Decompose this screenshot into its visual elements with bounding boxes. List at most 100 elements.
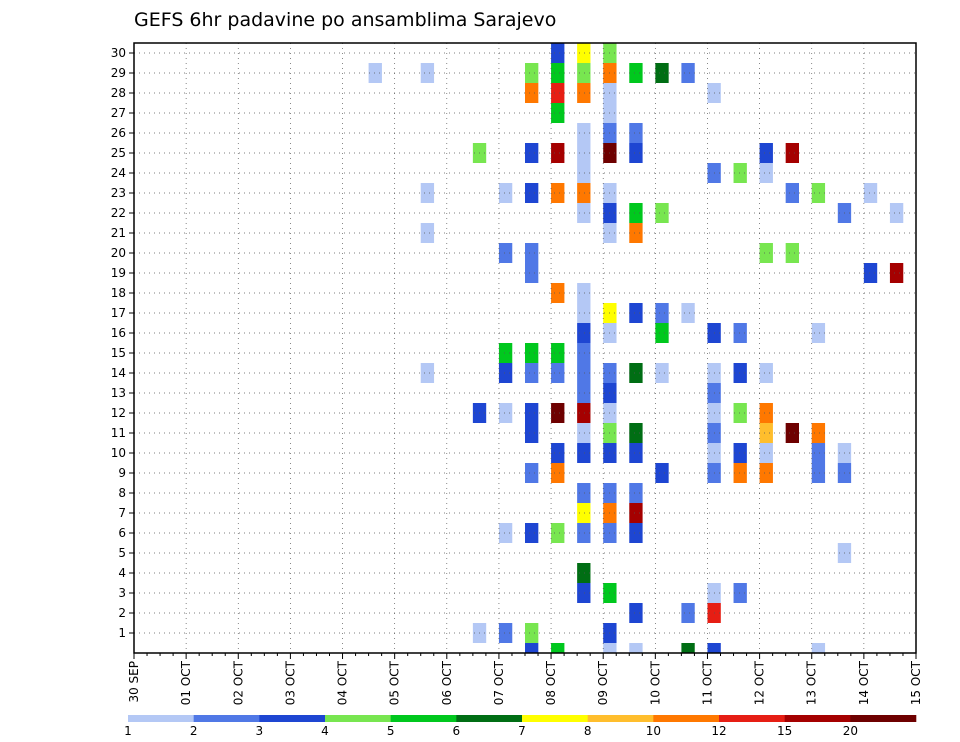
x-tick-label: 13 OCT <box>805 660 819 705</box>
colorbar-swatch <box>128 715 194 722</box>
heatmap-cell <box>629 443 643 463</box>
heatmap-cell <box>759 243 773 263</box>
heatmap-cell <box>759 163 773 183</box>
colorbar-label: 12 <box>711 724 726 738</box>
heatmap-cell <box>525 423 539 443</box>
y-tick-label: 30 <box>111 46 126 60</box>
heatmap-cell <box>551 103 565 123</box>
y-tick-label: 27 <box>111 106 126 120</box>
y-tick-label: 4 <box>118 566 126 580</box>
heatmap-cell <box>733 403 747 423</box>
x-tick-label: 12 OCT <box>753 660 767 705</box>
colorbar-label: 4 <box>321 724 329 738</box>
heatmap-cell <box>368 63 382 83</box>
heatmap-cell <box>551 643 565 653</box>
heatmap-cell <box>498 403 513 423</box>
heatmap-cell <box>577 383 591 403</box>
x-tick-label: 14 OCT <box>857 660 871 705</box>
x-tick-label: 30 SEP <box>127 661 141 703</box>
heatmap-cell <box>577 303 591 323</box>
y-tick-label: 9 <box>118 466 126 480</box>
y-tick-label: 24 <box>111 166 126 180</box>
heatmap-cell <box>733 363 747 383</box>
heatmap-cell <box>525 523 539 543</box>
heatmap-cell <box>525 643 539 653</box>
x-tick-label: 10 OCT <box>648 660 662 705</box>
heatmap-cell <box>629 483 643 503</box>
heatmap-cell <box>577 203 591 223</box>
colorbar-swatch <box>259 715 326 722</box>
heatmap-cell <box>655 323 669 343</box>
y-tick-label: 5 <box>118 546 126 560</box>
y-tick-label: 8 <box>118 486 126 500</box>
heatmap-cell <box>759 363 773 383</box>
x-tick-label: 09 OCT <box>596 660 610 705</box>
x-tick-label: 01 OCT <box>179 660 193 705</box>
y-tick-label: 10 <box>111 446 126 460</box>
heatmap-cell <box>681 603 695 623</box>
heatmap-cell <box>551 63 565 83</box>
colorbar-label: 15 <box>777 724 792 738</box>
heatmap-cell <box>577 403 591 423</box>
heatmap-cell <box>629 143 643 163</box>
heatmap-cell <box>629 643 643 653</box>
heatmap-cell <box>759 423 773 443</box>
chart-title: GEFS 6hr padavine po ansamblima Sarajevo <box>134 9 556 31</box>
heatmap-cell <box>863 183 878 203</box>
heatmap-cell <box>525 243 539 263</box>
heatmap-cell <box>577 443 591 463</box>
heatmap-cell <box>733 583 747 603</box>
heatmap-cell <box>525 63 539 83</box>
y-tick-label: 29 <box>111 66 126 80</box>
heatmap-cell <box>525 343 539 363</box>
heatmap-cell <box>785 143 799 163</box>
heatmap-cell <box>577 43 591 63</box>
heatmap-cell <box>681 63 695 83</box>
heatmap-cell <box>759 143 773 163</box>
heatmap-cell <box>629 303 643 323</box>
colorbar-label: 3 <box>256 724 264 738</box>
heatmap-cell <box>525 183 539 203</box>
colorbar-swatch <box>193 715 260 722</box>
heatmap-cell <box>603 643 617 653</box>
colorbar-swatch <box>850 715 917 722</box>
heatmap-cell <box>420 63 435 83</box>
y-tick-label: 13 <box>111 386 126 400</box>
heatmap-cell <box>577 323 591 343</box>
heatmap-cell <box>420 363 435 383</box>
y-tick-label: 20 <box>111 246 126 260</box>
y-tick-label: 1 <box>118 626 126 640</box>
heatmap-cell <box>525 83 539 103</box>
heatmap-cell <box>498 363 513 383</box>
heatmap-cell <box>577 363 591 383</box>
heatmap-cell <box>577 523 591 543</box>
heatmap-cell <box>525 463 539 483</box>
heatmap-cell <box>577 63 591 83</box>
heatmap-cell <box>498 623 513 643</box>
y-tick-label: 25 <box>111 146 126 160</box>
heatmap-cell <box>655 463 669 483</box>
heatmap-cell <box>551 183 565 203</box>
x-tick-label: 02 OCT <box>231 660 245 705</box>
heatmap-cell <box>498 523 513 543</box>
heatmap-cell <box>629 423 643 443</box>
heatmap-cell <box>420 223 435 243</box>
heatmap-cell <box>551 283 565 303</box>
heatmap-cell <box>577 423 591 443</box>
heatmap-cell <box>811 183 826 203</box>
colorbar-label: 8 <box>584 724 592 738</box>
heatmap-cell <box>577 343 591 363</box>
colorbar-swatch <box>653 715 720 722</box>
heatmap-cell <box>577 163 591 183</box>
heatmap-cell <box>551 43 565 63</box>
y-tick-label: 14 <box>111 366 126 380</box>
y-tick-label: 17 <box>111 306 126 320</box>
x-axis-ticks: 30 SEP 01 OCT 02 OCT 03 OCT 04 OCT 05 OCT 06 O… <box>127 653 923 705</box>
heatmap-cell <box>577 563 591 583</box>
y-tick-label: 23 <box>111 186 126 200</box>
heatmap-cell <box>629 63 643 83</box>
heatmap-cell <box>733 323 747 343</box>
heatmap-cell <box>498 183 513 203</box>
heatmap-cell <box>811 423 826 443</box>
heatmap-cell <box>551 363 565 383</box>
